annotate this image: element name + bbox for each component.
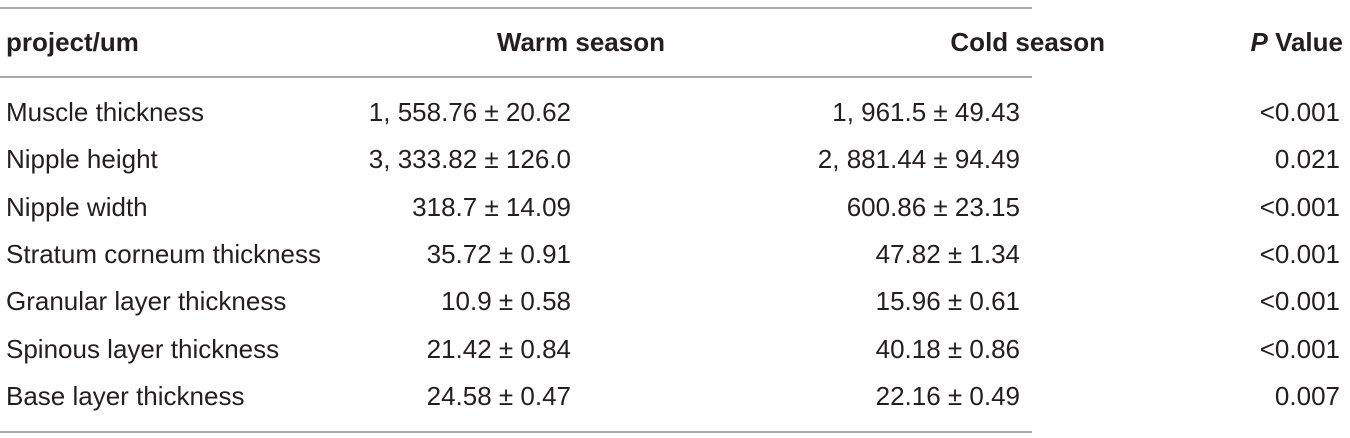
cell: 600.86 ± 23.15 (846, 191, 1020, 222)
bottom-rule (0, 431, 1032, 433)
header-cell: project/um (6, 27, 139, 57)
cell: 0.007 (1274, 380, 1340, 411)
header-text: Value (1275, 27, 1343, 57)
cell: <0.001 (1259, 286, 1340, 317)
cell: 1, 961.5 ± 49.43 (832, 97, 1020, 127)
cell: 35.72 ± 0.91 (426, 238, 571, 269)
cell: 2, 881.44 ± 94.49 (817, 144, 1020, 175)
cell: 15.96 ± 0.61 (875, 286, 1020, 317)
row-label: Base layer thickness (6, 380, 245, 411)
row-label: Spinous layer thickness (6, 333, 280, 364)
cell: 22.16 ± 0.49 (875, 380, 1020, 411)
header-rule (0, 76, 1032, 78)
cell: <0.001 (1259, 333, 1340, 364)
row-label: Granular layer thickness (6, 286, 287, 317)
row-label: Muscle thickness (6, 97, 204, 127)
cell: 0.021 (1274, 144, 1340, 175)
header-italic: P (1250, 27, 1268, 57)
header-cell: P Value (1250, 27, 1343, 57)
row-label: Stratum corneum thickness (6, 238, 322, 269)
header-cell: Cold season (950, 27, 1105, 57)
header-cell: Warm season (496, 27, 665, 57)
cell: 47.82 ± 1.34 (875, 238, 1020, 269)
cell: <0.001 (1259, 238, 1340, 269)
cell: 3, 333.82 ± 126.0 (368, 144, 571, 175)
cell: 10.9 ± 0.58 (441, 286, 571, 317)
cell: <0.001 (1259, 97, 1340, 127)
cell: 40.18 ± 0.86 (875, 333, 1020, 364)
cell: 21.42 ± 0.84 (426, 333, 571, 364)
cell: 24.58 ± 0.47 (426, 380, 571, 411)
row-label: Nipple width (6, 191, 148, 222)
row-label: Nipple height (6, 144, 158, 175)
cell: 1, 558.76 ± 20.62 (368, 97, 571, 127)
cell: <0.001 (1259, 191, 1340, 222)
cell: 318.7 ± 14.09 (412, 191, 571, 222)
top-rule (0, 7, 1032, 9)
